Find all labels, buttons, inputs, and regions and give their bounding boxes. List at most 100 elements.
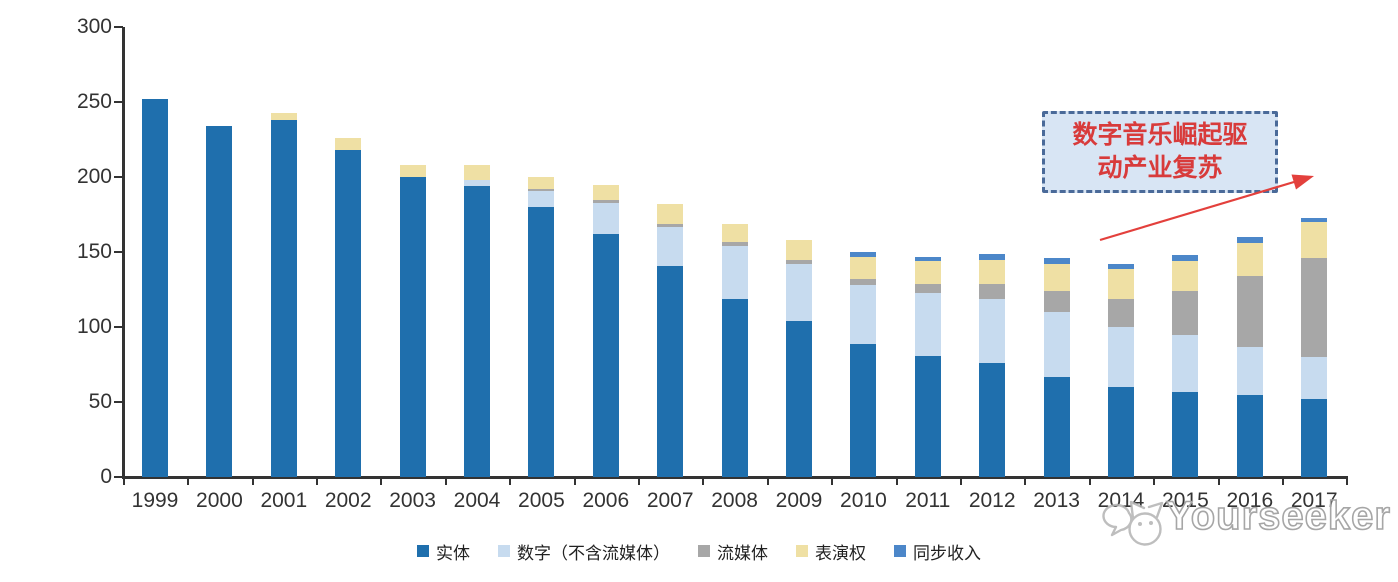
bar-segment	[1301, 222, 1328, 258]
legend-item: 实体	[417, 539, 470, 564]
bar-segment	[786, 259, 812, 264]
bar-segment	[592, 184, 619, 200]
bar-segment	[1108, 268, 1134, 299]
y-axis-tick	[114, 476, 123, 478]
x-axis-tick	[1282, 478, 1284, 485]
bar-segment	[464, 165, 490, 180]
x-axis-tick	[702, 478, 705, 485]
y-axis-tick	[114, 326, 123, 328]
x-axis-tick	[573, 478, 576, 485]
x-axis-line	[122, 476, 1348, 479]
watermark: Yourseeker	[1094, 490, 1394, 552]
bar-segment	[1172, 334, 1199, 392]
bar-segment	[1108, 327, 1134, 387]
x-axis-label: 2008	[711, 489, 758, 512]
bar-segment	[657, 226, 684, 266]
bar-segment	[979, 259, 1006, 284]
bar-segment	[270, 120, 297, 477]
bar-segment	[1108, 387, 1134, 477]
bar-segment	[1301, 217, 1328, 222]
legend-label: 实体	[436, 543, 470, 563]
bar-segment	[1043, 264, 1070, 291]
x-axis-label: 2010	[840, 489, 887, 512]
bar-segment	[979, 253, 1006, 260]
bar-segment	[464, 186, 490, 477]
y-axis-label: 100	[76, 315, 112, 338]
legend-swatch-icon	[498, 545, 510, 557]
x-axis-label: 2002	[324, 489, 372, 512]
bar-segment	[1172, 261, 1199, 291]
bar-segment	[1172, 391, 1199, 477]
x-axis-tick	[1088, 478, 1091, 485]
y-axis-label: 0	[100, 465, 112, 488]
legend-label: 表演权	[815, 543, 866, 563]
bar-segment	[1043, 258, 1070, 264]
x-axis-tick	[831, 478, 834, 485]
legend-swatch-icon	[894, 545, 906, 557]
bar-segment	[592, 202, 619, 234]
bar-segment	[850, 285, 877, 344]
x-axis-label: 2012	[968, 489, 1016, 512]
callout-text-line1: 数字音乐崛起驱	[1072, 122, 1248, 149]
bar-segment	[979, 283, 1006, 299]
watermark-text: Yourseeker	[1165, 493, 1391, 539]
x-axis-tick	[1024, 478, 1027, 485]
bar-segment	[1108, 298, 1134, 327]
bar-segment	[1236, 276, 1263, 347]
y-axis-label: 200	[76, 165, 112, 188]
bar-segment	[1043, 291, 1070, 312]
bar-segment	[721, 298, 748, 477]
legend-label: 数字（不含流媒体）	[517, 543, 670, 563]
x-axis-tick	[638, 478, 640, 485]
x-axis-label: 2003	[389, 489, 436, 512]
bar-segment	[592, 199, 619, 203]
x-axis-tick	[1346, 478, 1349, 485]
bar-segment	[1236, 243, 1263, 276]
bar-segment	[1172, 291, 1199, 335]
y-axis-label: 150	[76, 240, 112, 263]
bar-segment	[1236, 237, 1263, 243]
bar-segment	[1236, 346, 1263, 395]
bar-segment	[1301, 357, 1328, 399]
bar-segment	[979, 363, 1006, 477]
legend-label: 流媒体	[717, 543, 768, 563]
x-axis-label: 2013	[1033, 489, 1080, 512]
x-axis-tick	[895, 478, 898, 485]
y-axis-tick	[114, 101, 123, 103]
y-axis-tick	[114, 26, 123, 28]
bar-segment	[1301, 399, 1328, 477]
x-axis-tick	[251, 478, 254, 485]
legend-swatch-icon	[417, 545, 429, 557]
bar-segment	[1172, 255, 1199, 261]
x-axis-label: 2016	[1226, 489, 1274, 512]
x-axis-tick	[1153, 478, 1156, 485]
bar-segment	[1301, 258, 1328, 357]
bar-segment	[1236, 394, 1263, 477]
x-axis-tick	[1217, 478, 1220, 485]
y-axis-tick	[114, 251, 123, 253]
x-axis-label: 2005	[518, 489, 565, 512]
bar-segment	[142, 99, 168, 477]
x-axis-label: 2017	[1290, 489, 1338, 512]
bar-segment	[1043, 312, 1070, 377]
bar-segment	[786, 264, 812, 321]
bar-segment	[206, 126, 233, 477]
bar-segment	[399, 165, 426, 177]
bar-segment	[399, 177, 426, 477]
x-axis-tick	[122, 478, 125, 485]
x-axis-label: 2006	[582, 489, 630, 512]
cat-logo-icon	[1102, 500, 1164, 546]
bar-segment	[721, 246, 748, 299]
y-axis-label: 250	[76, 90, 112, 113]
x-axis-label: 2004	[453, 489, 501, 512]
x-axis-tick	[380, 478, 383, 485]
legend-item: 流媒体	[698, 539, 768, 564]
x-axis-label: 2000	[196, 489, 243, 512]
bar-segment	[270, 112, 297, 120]
bar-segment	[914, 256, 941, 261]
bar-segment	[850, 252, 877, 257]
bar-segment	[335, 150, 362, 477]
bar-segment	[1108, 264, 1134, 269]
bar-segment	[464, 180, 490, 186]
